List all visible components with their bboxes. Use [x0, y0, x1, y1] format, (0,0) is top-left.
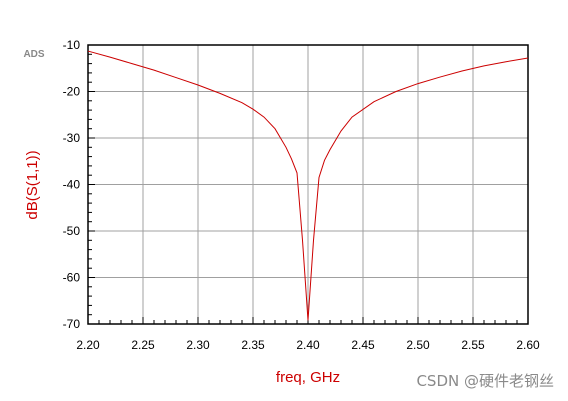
x-tick-label: 2.25: [131, 338, 155, 352]
y-tick-label: -50: [63, 224, 81, 238]
y-tick-label: -60: [63, 271, 81, 285]
y-axis-label: dB(S(1,1)): [24, 150, 41, 219]
grid-lines: [88, 45, 528, 324]
y-tick-label: -10: [63, 38, 81, 52]
y-tick-label: -40: [63, 178, 81, 192]
x-tick-label: 2.20: [76, 338, 100, 352]
series-line-s11: [87, 50, 529, 321]
x-axis-label: freq, GHz: [276, 369, 340, 386]
y-tick-label: -70: [63, 317, 81, 331]
x-tick-label: 2.50: [406, 338, 430, 352]
x-tick-label: 2.55: [461, 338, 485, 352]
x-tick-label: 2.40: [296, 338, 320, 352]
y-tick-labels: -10 -20 -30 -40 -50 -60 -70: [63, 38, 81, 331]
x-tick-label: 2.60: [516, 338, 540, 352]
watermark: CSDN @硬件老钢丝: [416, 372, 554, 390]
y-tick-label: -30: [63, 131, 81, 145]
ads-logo: ADS: [23, 49, 44, 60]
plot-area-frame: [87, 44, 529, 325]
x-tick-label: 2.30: [186, 338, 210, 352]
x-tick-label: 2.45: [351, 338, 375, 352]
y-tick-label: -20: [63, 85, 81, 99]
x-tick-label: 2.35: [241, 338, 265, 352]
x-tick-labels: 2.20 2.25 2.30 2.35 2.40 2.45 2.50 2.55 2.60: [76, 338, 540, 352]
